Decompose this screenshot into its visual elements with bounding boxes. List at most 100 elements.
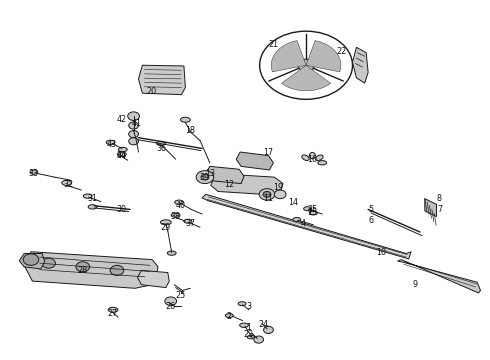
Ellipse shape (171, 213, 180, 217)
Circle shape (42, 258, 55, 268)
Text: 21: 21 (269, 40, 278, 49)
Text: 19: 19 (273, 183, 283, 192)
Ellipse shape (304, 207, 312, 211)
Ellipse shape (118, 152, 126, 156)
Text: 44: 44 (117, 151, 127, 160)
Ellipse shape (88, 205, 97, 209)
Polygon shape (397, 260, 481, 293)
Ellipse shape (174, 200, 183, 204)
Text: 6: 6 (368, 216, 373, 225)
Text: 42: 42 (117, 115, 127, 124)
Circle shape (274, 190, 286, 199)
Text: 33: 33 (29, 169, 39, 178)
Text: 4: 4 (300, 219, 305, 228)
Ellipse shape (160, 220, 171, 225)
Polygon shape (425, 199, 437, 217)
Text: 1: 1 (246, 323, 251, 332)
Polygon shape (352, 47, 368, 83)
Ellipse shape (238, 302, 246, 306)
Ellipse shape (310, 152, 316, 159)
Polygon shape (138, 270, 169, 288)
Text: 30: 30 (117, 205, 127, 214)
Ellipse shape (316, 155, 323, 161)
Polygon shape (306, 41, 341, 72)
Text: 35: 35 (307, 205, 318, 214)
Ellipse shape (318, 161, 327, 165)
Polygon shape (271, 41, 306, 72)
Text: 39: 39 (200, 173, 210, 182)
Text: 2: 2 (227, 312, 232, 321)
Ellipse shape (240, 323, 248, 327)
Circle shape (110, 265, 124, 275)
Ellipse shape (157, 141, 165, 145)
Text: 25: 25 (175, 291, 186, 300)
Text: 5: 5 (368, 205, 373, 214)
Text: 10: 10 (376, 248, 386, 257)
Text: 34: 34 (117, 151, 127, 160)
Text: 17: 17 (264, 148, 273, 157)
Ellipse shape (310, 211, 318, 215)
Circle shape (259, 189, 275, 200)
Text: 7: 7 (437, 205, 442, 214)
Text: 27: 27 (107, 309, 117, 318)
Text: 18: 18 (185, 126, 196, 135)
Text: 29: 29 (161, 223, 171, 232)
Text: 24: 24 (259, 320, 269, 329)
Ellipse shape (180, 117, 190, 122)
Text: 3: 3 (246, 302, 251, 311)
Ellipse shape (106, 140, 115, 144)
Text: 28: 28 (78, 266, 88, 275)
Circle shape (298, 59, 315, 71)
Text: 32: 32 (63, 180, 73, 189)
Ellipse shape (108, 307, 118, 312)
Text: 13: 13 (205, 169, 215, 178)
Ellipse shape (167, 251, 176, 255)
Circle shape (165, 297, 176, 306)
Circle shape (23, 254, 39, 265)
Circle shape (129, 122, 139, 129)
Ellipse shape (119, 147, 127, 152)
Text: 38: 38 (171, 212, 181, 221)
Text: 16: 16 (307, 155, 318, 164)
Text: 36: 36 (156, 144, 166, 153)
Polygon shape (24, 252, 158, 288)
Text: 37: 37 (185, 219, 196, 228)
Ellipse shape (83, 194, 92, 198)
Text: 11: 11 (264, 194, 273, 203)
Text: 43: 43 (107, 140, 117, 149)
Text: 22: 22 (337, 47, 347, 56)
Ellipse shape (293, 217, 301, 221)
Polygon shape (236, 152, 273, 170)
Text: 23: 23 (244, 330, 254, 339)
Polygon shape (211, 174, 283, 195)
Ellipse shape (225, 314, 233, 318)
Text: 31: 31 (88, 194, 98, 203)
Polygon shape (281, 65, 331, 91)
Circle shape (263, 192, 271, 197)
Circle shape (129, 138, 139, 145)
Text: 26: 26 (166, 302, 176, 311)
Polygon shape (19, 253, 45, 269)
Polygon shape (206, 166, 244, 184)
Ellipse shape (62, 180, 72, 185)
Circle shape (129, 131, 139, 138)
Text: 40: 40 (175, 201, 186, 210)
Text: 8: 8 (437, 194, 442, 203)
Ellipse shape (302, 155, 309, 161)
Text: 14: 14 (288, 198, 298, 207)
Text: 9: 9 (413, 280, 417, 289)
Circle shape (196, 171, 214, 184)
Circle shape (128, 112, 140, 121)
Polygon shape (139, 65, 185, 95)
Text: 12: 12 (224, 180, 234, 189)
Text: 15: 15 (307, 208, 318, 217)
Ellipse shape (184, 219, 192, 223)
Circle shape (254, 336, 264, 343)
Circle shape (201, 174, 209, 180)
Text: 41: 41 (131, 119, 142, 128)
Circle shape (76, 262, 90, 272)
Ellipse shape (247, 335, 254, 339)
Circle shape (264, 326, 273, 333)
Polygon shape (202, 194, 411, 259)
Text: 20: 20 (146, 86, 156, 95)
